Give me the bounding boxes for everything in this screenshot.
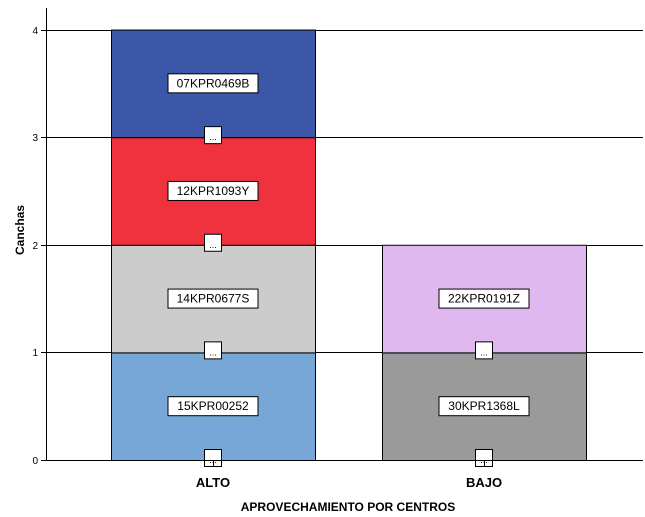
segment-marker-text: ... xyxy=(209,240,217,250)
segment-label-box xyxy=(438,288,530,309)
y-tick-label: 2 xyxy=(32,241,38,252)
bars: 15KPR00252 14KPR0677S 12KPR1093Y 07KPR0469B… xyxy=(111,29,587,467)
segment-label-box xyxy=(438,396,530,417)
x-ticks: ALTO BAJO xyxy=(196,460,502,490)
segment-marker xyxy=(475,449,493,467)
x-axis-title: APROVECHAMIENTO POR CENTROS xyxy=(241,500,455,514)
segment-label-box xyxy=(167,73,259,94)
axes xyxy=(46,8,643,461)
segment-label-box xyxy=(167,180,259,201)
y-tick-label: 4 xyxy=(32,26,38,37)
segment-label: 12KPR1093Y xyxy=(177,184,250,198)
segment-marker xyxy=(204,341,222,360)
x-tick-label: BAJO xyxy=(466,475,502,490)
y-tick-label: 0 xyxy=(32,456,38,467)
segment-label-box xyxy=(167,396,259,417)
segment-marker-text: ... xyxy=(209,132,217,142)
y-ticks: 0 1 2 3 4 xyxy=(32,26,46,467)
segment-marker xyxy=(204,449,222,467)
segment-label: 07KPR0469B xyxy=(177,76,250,90)
segment-label: 14KPR0677S xyxy=(177,292,250,306)
segment-marker xyxy=(204,126,222,145)
segment-marker xyxy=(204,233,222,252)
segment-marker-text: ... xyxy=(480,347,488,357)
segment-label-box xyxy=(167,288,259,309)
segment-marker xyxy=(475,341,493,360)
segment-label: 15KPR00252 xyxy=(177,399,249,413)
segment-label: 22KPR0191Z xyxy=(448,292,520,306)
segment-label: 30KPR1368L xyxy=(448,399,520,413)
y-tick-label: 1 xyxy=(32,348,38,359)
x-tick-label: ALTO xyxy=(196,475,230,490)
y-axis-title: Canchas xyxy=(13,205,27,255)
segment-marker-text: ... xyxy=(209,347,217,357)
y-tick-label: 3 xyxy=(32,133,38,144)
